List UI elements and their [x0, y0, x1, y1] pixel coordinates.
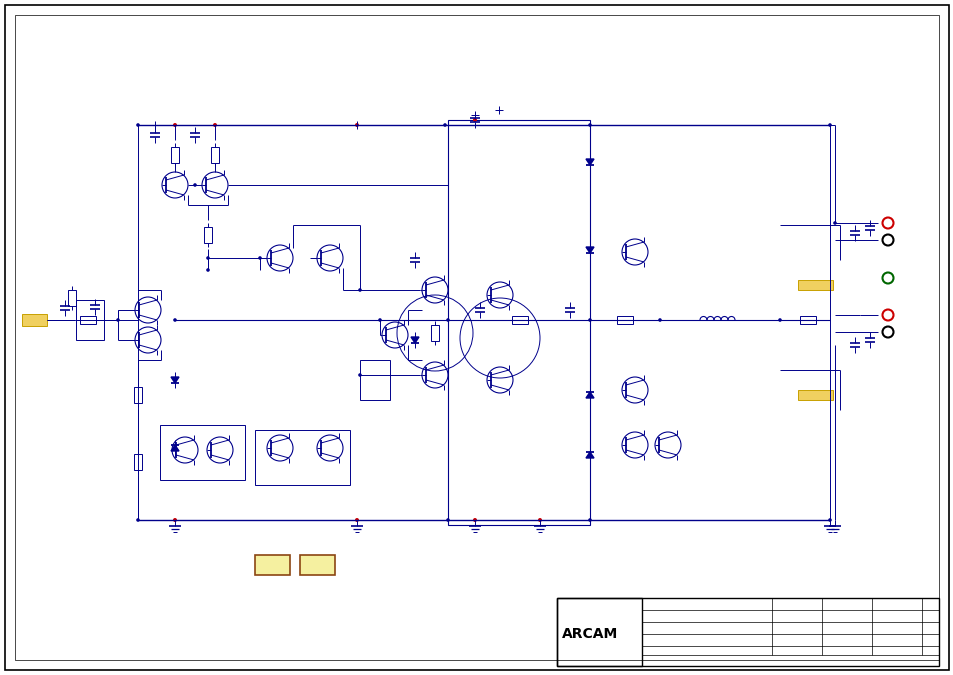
Circle shape — [355, 518, 358, 522]
Bar — [22, 314, 47, 326]
Circle shape — [658, 318, 661, 322]
Bar — [557, 598, 938, 666]
Polygon shape — [171, 377, 179, 383]
Circle shape — [136, 124, 140, 127]
Circle shape — [206, 268, 210, 272]
Polygon shape — [411, 337, 418, 343]
Circle shape — [172, 518, 177, 522]
Bar — [211, 147, 219, 163]
Circle shape — [377, 318, 381, 322]
Bar — [800, 316, 815, 324]
Circle shape — [588, 518, 591, 522]
Polygon shape — [585, 452, 594, 458]
Polygon shape — [585, 392, 594, 398]
Bar — [797, 390, 832, 400]
Circle shape — [136, 518, 140, 522]
Polygon shape — [585, 247, 594, 253]
Bar — [171, 147, 179, 163]
Bar — [133, 387, 142, 403]
Circle shape — [588, 124, 591, 127]
Circle shape — [832, 221, 836, 225]
Bar — [797, 280, 832, 290]
Circle shape — [446, 318, 449, 322]
Circle shape — [355, 123, 358, 127]
Bar — [254, 430, 350, 485]
Circle shape — [882, 327, 893, 338]
Bar — [160, 425, 245, 480]
Text: ARCAM: ARCAM — [561, 627, 618, 641]
Circle shape — [116, 318, 120, 322]
Circle shape — [882, 310, 893, 321]
Circle shape — [473, 118, 476, 122]
Bar — [431, 325, 438, 341]
Circle shape — [827, 518, 831, 522]
Circle shape — [173, 318, 176, 322]
Bar — [133, 454, 142, 470]
Circle shape — [882, 234, 893, 246]
Bar — [80, 316, 96, 324]
Bar — [68, 290, 76, 306]
Circle shape — [882, 217, 893, 229]
Circle shape — [778, 318, 781, 322]
Circle shape — [357, 373, 361, 377]
Circle shape — [443, 124, 446, 127]
Circle shape — [172, 123, 177, 127]
Circle shape — [357, 288, 361, 292]
Bar — [204, 227, 212, 243]
Circle shape — [193, 183, 196, 187]
Bar — [448, 120, 589, 525]
Bar — [512, 316, 527, 324]
Bar — [254, 555, 290, 575]
Circle shape — [258, 256, 261, 260]
Circle shape — [588, 318, 591, 322]
Polygon shape — [171, 445, 179, 451]
Circle shape — [213, 123, 216, 127]
Bar — [359, 360, 390, 400]
Circle shape — [206, 256, 210, 260]
Circle shape — [537, 518, 541, 522]
Bar — [76, 300, 104, 340]
Circle shape — [827, 124, 831, 127]
Circle shape — [446, 518, 449, 522]
Bar — [299, 555, 335, 575]
Circle shape — [473, 518, 476, 522]
Bar — [557, 598, 641, 666]
Circle shape — [882, 273, 893, 284]
Bar — [617, 316, 633, 324]
Polygon shape — [585, 159, 594, 165]
